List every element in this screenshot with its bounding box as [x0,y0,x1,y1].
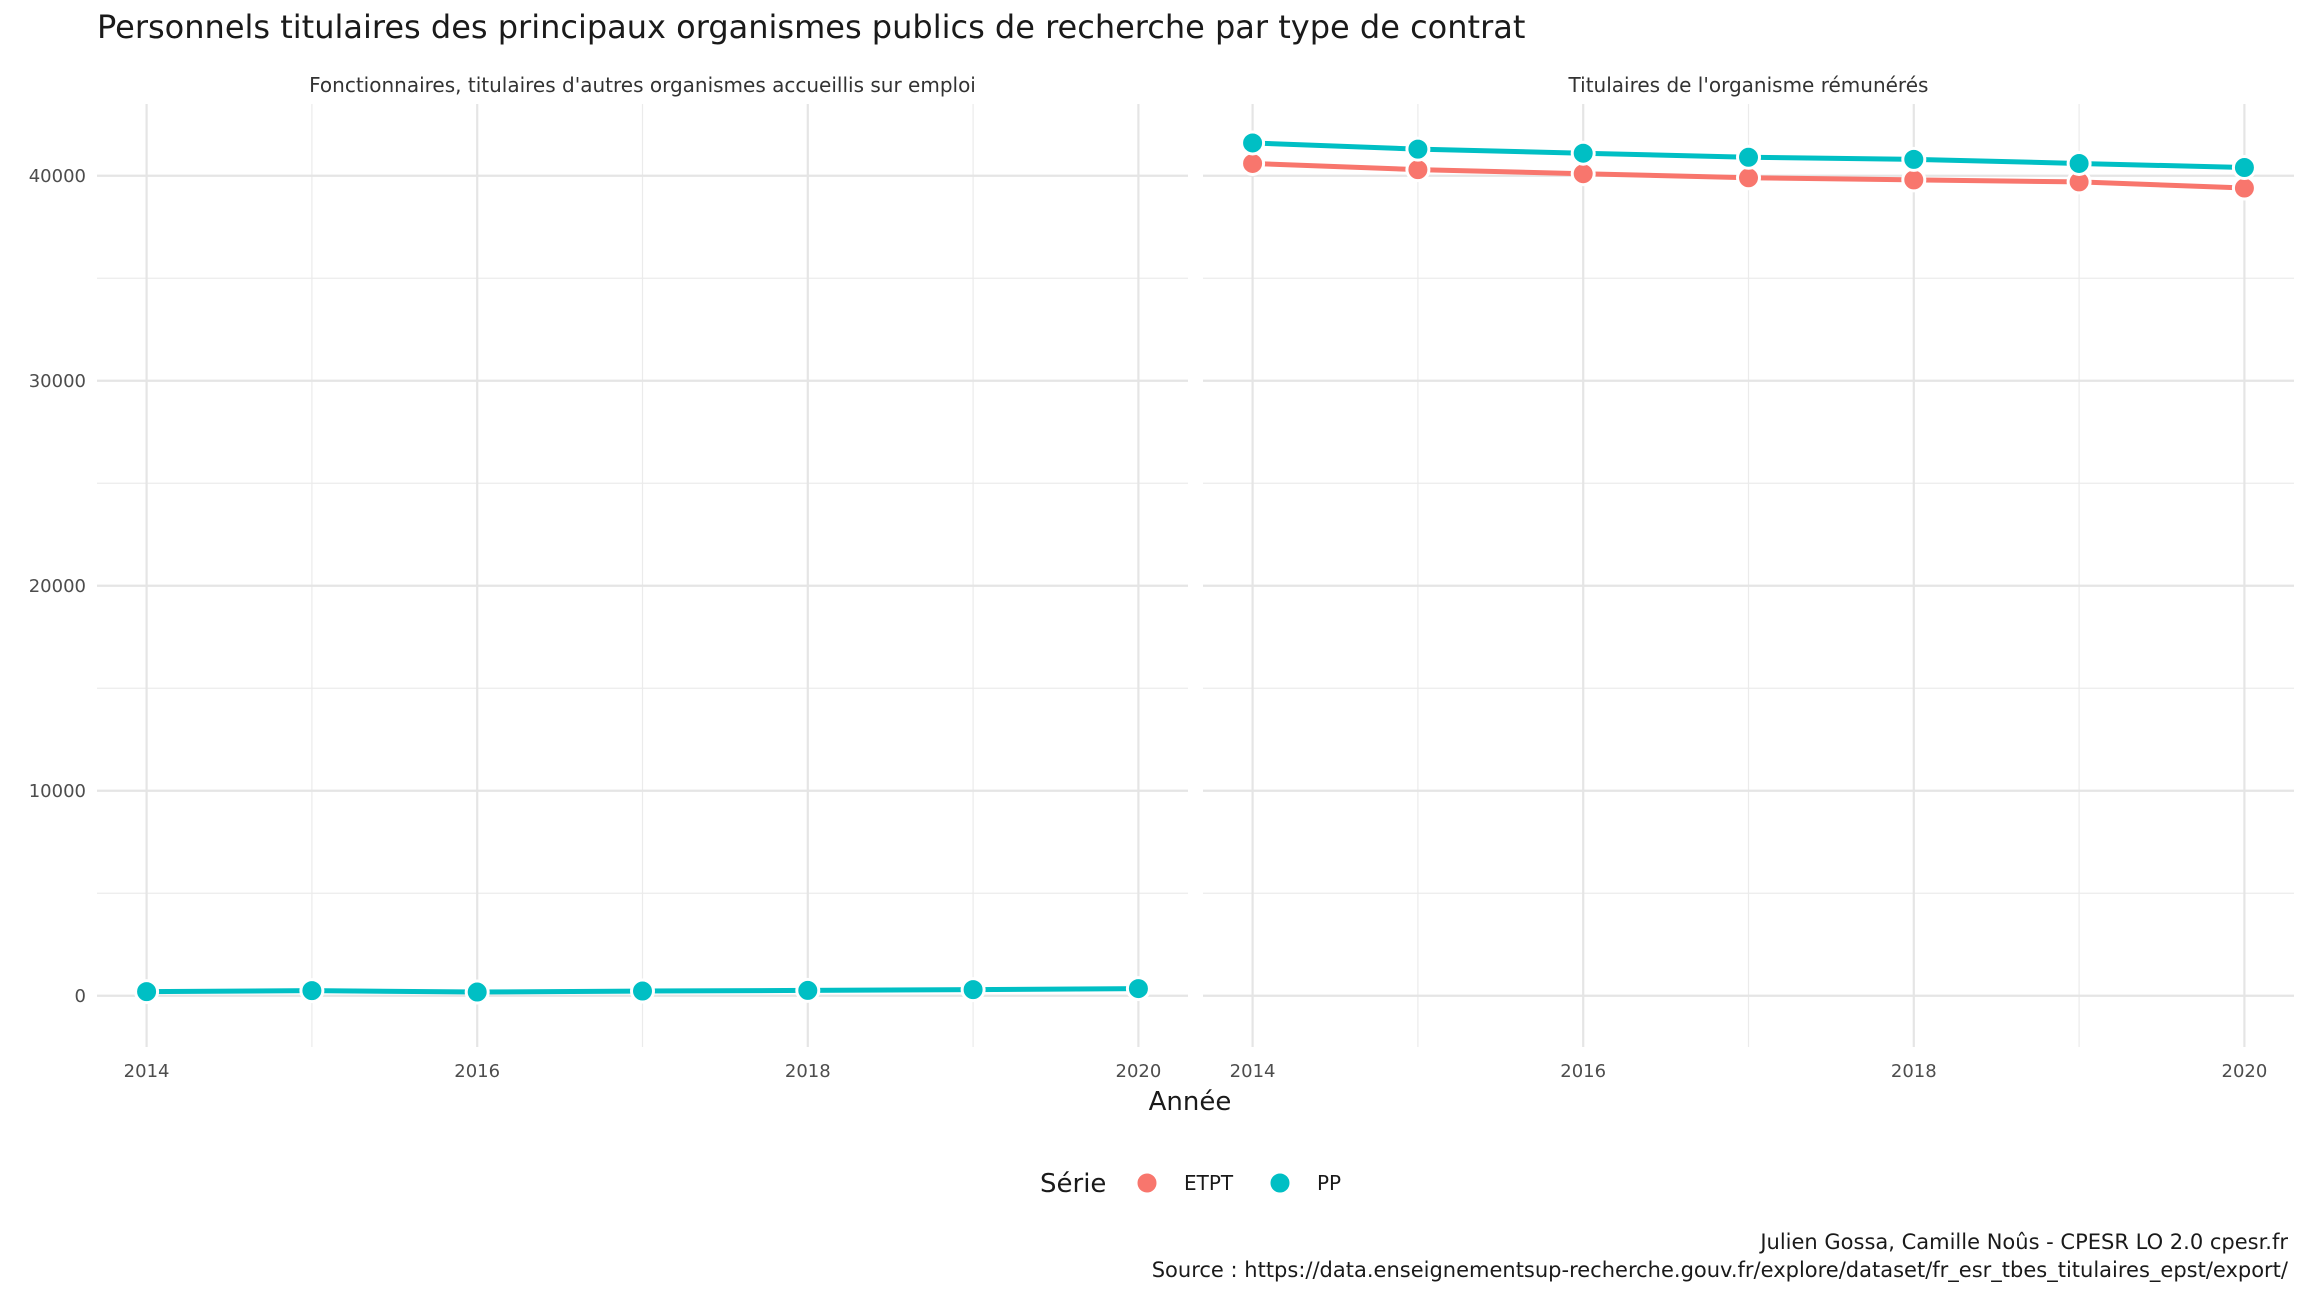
x-tick-label: 2018 [1891,1061,1937,1082]
x-tick-label: 2020 [1116,1061,1162,1082]
facet-panel: Fonctionnaires, titulaires d'autres orga… [97,73,1188,1082]
data-point-etpt [2231,175,2257,201]
data-point-etpt [1240,150,1266,176]
data-point-pp [795,977,821,1003]
data-point-pp [2066,150,2092,176]
data-point-pp [299,978,325,1004]
legend-entries: ETPT PP [1134,1170,1341,1196]
caption-credits: Julien Gossa, Camille Noûs - CPESR LO 2.… [1758,1230,2288,1254]
y-tick-label: 10000 [29,781,86,802]
data-point-pp [134,979,160,1005]
legend-label-pp: PP [1317,1171,1341,1195]
x-tick-label: 2016 [1560,1061,1606,1082]
data-point-pp [2231,155,2257,181]
data-point-pp [1901,146,1927,172]
caption-source: Source : https://data.enseignementsup-re… [1152,1258,2289,1283]
facet-title: Fonctionnaires, titulaires d'autres orga… [309,73,976,97]
y-tick-label: 20000 [29,576,86,597]
data-point-etpt [1736,165,1761,191]
legend-label-etpt: ETPT [1184,1171,1234,1195]
data-point-pp [1240,130,1266,156]
data-point-pp [464,979,490,1005]
y-tick-label: 40000 [29,166,86,187]
legend-title: Série [1040,1169,1106,1199]
x-tick-label: 2020 [2222,1061,2268,1082]
data-point-etpt [1570,161,1596,187]
data-point-pp [960,977,986,1003]
data-point-pp [1125,976,1151,1002]
data-point-etpt [1901,167,1927,193]
y-tick-label: 0 [75,986,86,1007]
y-tick-label: 30000 [29,371,86,392]
x-tick-label: 2016 [454,1061,500,1082]
panels: 0 10000 20000 30000 40000 Fonctionnaires, tit… [29,73,2294,1082]
data-point-pp [1405,136,1431,162]
data-point-etpt [1405,157,1431,183]
data-point-pp [1736,144,1761,170]
legend: Série ETPT PP [1040,1169,1341,1199]
data-point-pp [630,978,655,1004]
x-tick-label: 2014 [124,1061,170,1082]
x-axis-title: Année [1149,1087,1232,1117]
chart-title: Personnels titulaires des principaux org… [97,8,1525,46]
legend-key-etpt [1134,1170,1160,1196]
facet-title: Titulaires de l'organisme rémunérés [1568,73,1929,97]
x-tick-label: 2018 [785,1061,831,1082]
x-tick-label: 2014 [1230,1061,1276,1082]
legend-key-pp [1267,1170,1293,1196]
data-point-pp [1570,140,1596,166]
facet-panel: Titulaires de l'organisme rémunérés 2014 2… [1203,73,2294,1082]
